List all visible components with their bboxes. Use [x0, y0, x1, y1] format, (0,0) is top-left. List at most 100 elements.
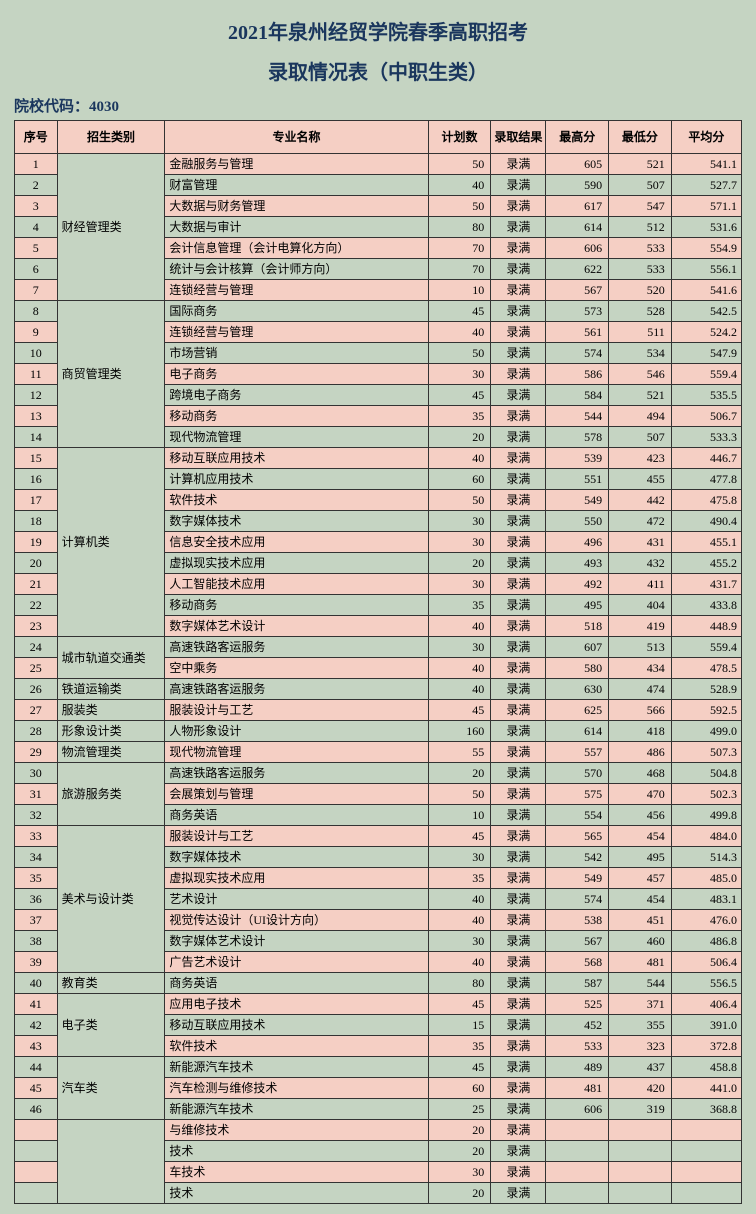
cell-max: 538: [546, 910, 609, 931]
cell-max: 549: [546, 868, 609, 889]
cell-result: 录满: [491, 868, 546, 889]
cell-idx: 12: [15, 385, 58, 406]
cell-max: 614: [546, 721, 609, 742]
table-row: 30旅游服务类高速铁路客运服务20录满570468504.8: [15, 763, 742, 784]
cell-plan: 80: [428, 973, 491, 994]
cell-plan: 40: [428, 658, 491, 679]
cell-min: 495: [609, 847, 672, 868]
cell-result: 录满: [491, 763, 546, 784]
cell-min: 520: [609, 280, 672, 301]
cell-category: 形象设计类: [57, 721, 165, 742]
cell-plan: 30: [428, 847, 491, 868]
cell-avg: 542.5: [671, 301, 741, 322]
cell-idx: 42: [15, 1015, 58, 1036]
cell-max: 551: [546, 469, 609, 490]
cell-idx: 19: [15, 532, 58, 553]
cell-idx: 2: [15, 175, 58, 196]
cell-major: 数字媒体艺术设计: [165, 616, 428, 637]
cell-plan: 20: [428, 1120, 491, 1141]
cell-major: 计算机应用技术: [165, 469, 428, 490]
cell-plan: 80: [428, 217, 491, 238]
cell-avg: 475.8: [671, 490, 741, 511]
cell-result: 录满: [491, 427, 546, 448]
page-title-line1: 2021年泉州经贸学院春季高职招考: [14, 18, 742, 48]
cell-result: 录满: [491, 805, 546, 826]
cell-avg: 506.7: [671, 406, 741, 427]
cell-major: 大数据与审计: [165, 217, 428, 238]
cell-idx: 16: [15, 469, 58, 490]
cell-avg: 499.0: [671, 721, 741, 742]
cell-result: 录满: [491, 679, 546, 700]
cell-major: 会展策划与管理: [165, 784, 428, 805]
cell-min: 432: [609, 553, 672, 574]
cell-major: 财富管理: [165, 175, 428, 196]
cell-idx: 31: [15, 784, 58, 805]
cell-avg: 571.1: [671, 196, 741, 217]
cell-avg: [671, 1120, 741, 1141]
cell-max: 549: [546, 490, 609, 511]
cell-idx: 32: [15, 805, 58, 826]
cell-max: 606: [546, 1099, 609, 1120]
cell-avg: 476.0: [671, 910, 741, 931]
cell-plan: 30: [428, 1162, 491, 1183]
cell-idx: 1: [15, 154, 58, 175]
header-idx: 序号: [15, 121, 58, 154]
cell-category: 铁道运输类: [57, 679, 165, 700]
cell-avg: 502.3: [671, 784, 741, 805]
cell-major: 高速铁路客运服务: [165, 763, 428, 784]
cell-max: 575: [546, 784, 609, 805]
cell-idx: 11: [15, 364, 58, 385]
cell-max: 550: [546, 511, 609, 532]
cell-max: 622: [546, 259, 609, 280]
admission-table: 序号 招生类别 专业名称 计划数 录取结果 最高分 最低分 平均分 1财经管理类…: [14, 120, 742, 1204]
cell-min: 486: [609, 742, 672, 763]
cell-max: 481: [546, 1078, 609, 1099]
cell-major: 应用电子技术: [165, 994, 428, 1015]
cell-major: 艺术设计: [165, 889, 428, 910]
cell-max: 574: [546, 343, 609, 364]
cell-result: 录满: [491, 826, 546, 847]
cell-major: 数字媒体艺术设计: [165, 931, 428, 952]
cell-idx: 40: [15, 973, 58, 994]
cell-avg: 541.1: [671, 154, 741, 175]
cell-min: 411: [609, 574, 672, 595]
cell-result: 录满: [491, 532, 546, 553]
cell-plan: 45: [428, 301, 491, 322]
cell-avg: 441.0: [671, 1078, 741, 1099]
cell-avg: [671, 1162, 741, 1183]
cell-avg: 506.4: [671, 952, 741, 973]
cell-major: 数字媒体技术: [165, 847, 428, 868]
cell-avg: 477.8: [671, 469, 741, 490]
table-row: 15计算机类移动互联应用技术40录满539423446.7: [15, 448, 742, 469]
cell-idx: 43: [15, 1036, 58, 1057]
cell-result: 录满: [491, 469, 546, 490]
cell-idx: 23: [15, 616, 58, 637]
cell-avg: 507.3: [671, 742, 741, 763]
cell-idx: 44: [15, 1057, 58, 1078]
cell-idx: 46: [15, 1099, 58, 1120]
table-row: 与维修技术20录满: [15, 1120, 742, 1141]
cell-result: 录满: [491, 742, 546, 763]
cell-min: 521: [609, 385, 672, 406]
header-plan: 计划数: [428, 121, 491, 154]
cell-category: 物流管理类: [57, 742, 165, 763]
cell-max: 607: [546, 637, 609, 658]
header-category: 招生类别: [57, 121, 165, 154]
cell-min: 472: [609, 511, 672, 532]
cell-min: 451: [609, 910, 672, 931]
cell-result: 录满: [491, 175, 546, 196]
cell-major: 虚拟现实技术应用: [165, 553, 428, 574]
cell-plan: 50: [428, 490, 491, 511]
cell-avg: [671, 1183, 741, 1204]
cell-idx: 6: [15, 259, 58, 280]
cell-min: 418: [609, 721, 672, 742]
header-major: 专业名称: [165, 121, 428, 154]
cell-major: 现代物流管理: [165, 427, 428, 448]
cell-max: 518: [546, 616, 609, 637]
cell-result: 录满: [491, 973, 546, 994]
cell-idx: 5: [15, 238, 58, 259]
table-row: 24城市轨道交通类高速铁路客运服务30录满607513559.4: [15, 637, 742, 658]
cell-plan: 30: [428, 637, 491, 658]
cell-idx: 36: [15, 889, 58, 910]
cell-max: 493: [546, 553, 609, 574]
